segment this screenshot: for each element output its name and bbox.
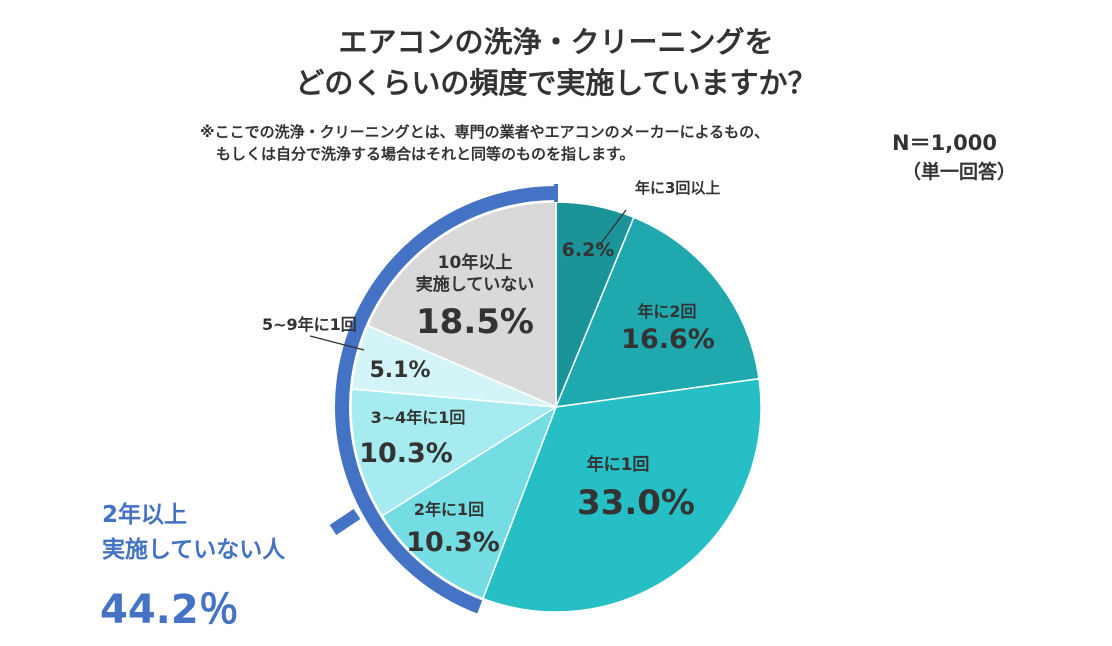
pie-labels: 年に3回以上 6.2% 年に2回 16.6% 年に1回 33.0% 2年に1回 10.3% 3~… [262, 179, 720, 558]
slice-category-label: 10年以上 [438, 252, 513, 273]
chart-title-line2: どのくらいの頻度で実施していますか？ [295, 66, 817, 100]
group-value: 44.2％ [100, 587, 239, 633]
group-label-line2: 実施していない人 [102, 537, 286, 563]
group-label-line1: 2年以上 [102, 502, 188, 528]
pie-slice [381, 405, 558, 600]
slice-value-label: 6.2% [562, 239, 615, 261]
group-bracket-arc [335, 186, 557, 614]
slice-value-label: 10.3% [359, 438, 453, 469]
leader-line [309, 335, 365, 351]
slice-value-label: 5.1% [369, 358, 430, 383]
slice-category-label: 2年に1回 [414, 500, 484, 519]
pie-slice [481, 377, 762, 613]
leader-line [598, 209, 627, 247]
slice-category-label: 年に1回 [587, 454, 650, 475]
group-bracket-pointer [329, 509, 361, 535]
slice-value-label: 33.0% [577, 483, 695, 523]
slice-category-label: 実施していない [416, 274, 535, 295]
chart-title-line1: エアコンの洗浄・クリーニングを [338, 25, 774, 59]
pie-slices [350, 201, 762, 613]
footnote-line1: ※ここでの洗浄・クリーニングとは、専門の業者やエアコンのメーカーによるもの、 [200, 123, 770, 141]
slice-category-label: 年に2回 [637, 302, 696, 321]
pie-slice [350, 388, 559, 517]
slice-category-label: 5~9年に1回 [262, 315, 357, 334]
slice-value-label: 10.3% [406, 527, 500, 558]
sample-size: N＝1,000 [892, 131, 997, 155]
slice-category-label: 3~4年に1回 [371, 408, 466, 427]
pie-slice [554, 216, 760, 408]
answer-type: （単一回答） [902, 161, 1017, 183]
footnote-line2: もしくは自分で洗浄する場合はそれと同等のものを指します。 [216, 145, 635, 163]
pie-slice [366, 201, 557, 409]
group-arc-layer [329, 184, 558, 614]
slice-value-label: 16.6% [621, 324, 715, 355]
slice-category-label: 年に3回以上 [635, 179, 720, 197]
slice-value-label: 18.5% [416, 302, 534, 342]
